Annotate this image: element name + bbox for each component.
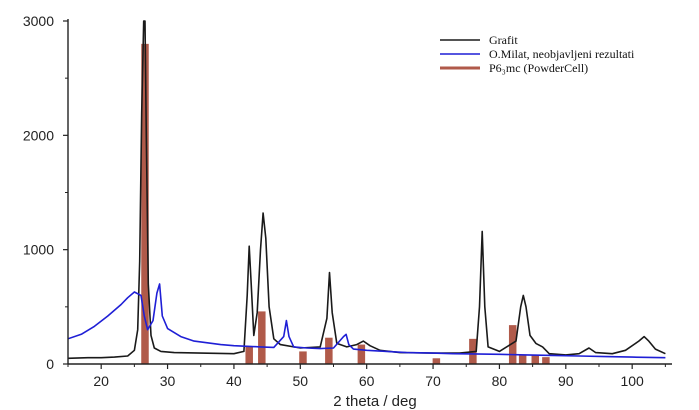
reference-peak-bar [325, 337, 333, 364]
reference-peak-bar [432, 358, 441, 364]
reference-peak-bar [299, 351, 307, 364]
x-tick-label: 50 [293, 373, 309, 389]
reference-peak-bar [542, 357, 550, 364]
reference-peak-bar [258, 311, 266, 364]
x-tick-label: 30 [160, 373, 176, 389]
y-tick-label: 1000 [23, 242, 54, 258]
reference-peaks-group [141, 43, 550, 364]
y-tick-label: 2000 [23, 127, 54, 143]
series-lines-group [68, 20, 666, 360]
reference-peak-bar [141, 43, 149, 364]
milat-series-line [68, 283, 666, 359]
x-tick-label: 20 [93, 373, 109, 389]
x-tick-label: 40 [226, 373, 242, 389]
x-tick-label: 80 [492, 373, 508, 389]
reference-peak-bar [531, 354, 540, 364]
x-tick-label: 60 [359, 373, 375, 389]
reference-peak-bar [245, 346, 253, 364]
x-tick-label: 100 [620, 373, 644, 389]
x-axis-title: 2 theta / deg [333, 393, 416, 410]
reference-peak-bar [518, 354, 527, 364]
legend-label: P6₃mc (PowderCell) [489, 61, 588, 75]
x-tick-label: 90 [558, 373, 574, 389]
x-tick-label: 70 [425, 373, 441, 389]
reference-peak-bar [357, 344, 366, 364]
grafit-series-line [68, 20, 666, 360]
legend-label: O.Milat, neobjavljeni rezultati [489, 47, 635, 61]
reference-peak-bar [508, 325, 517, 364]
y-tick-label: 3000 [23, 13, 54, 29]
y-tick-label: 0 [46, 356, 54, 372]
legend-label: Grafit [489, 33, 518, 47]
